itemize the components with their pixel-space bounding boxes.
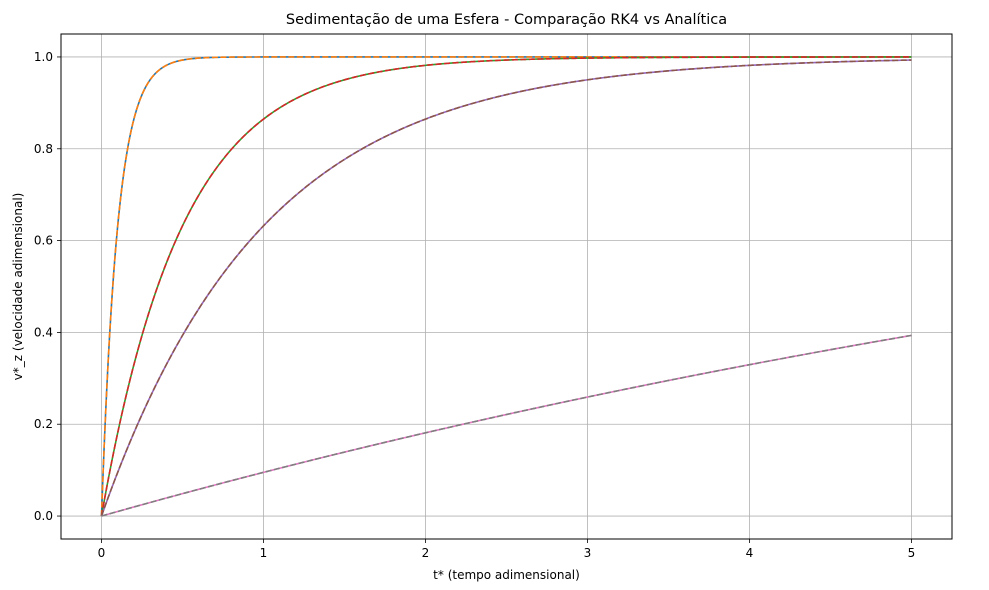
y-tick-label: 1.0 (34, 50, 53, 64)
chart-title: Sedimentação de uma Esfera - Comparação … (286, 12, 727, 28)
y-axis-label: v*_z (velocidade adimensional) (11, 193, 25, 381)
ticks: 0 1 2 3 4 5 0.0 0.2 0.4 0.6 0.8 1.0 (34, 50, 915, 560)
x-tick-label: 2 (422, 546, 430, 560)
y-tick-label: 0.4 (34, 325, 53, 339)
y-tick-label: 0.8 (34, 142, 53, 156)
x-axis-label: t* (tempo adimensional) (433, 568, 580, 582)
series-group (100, 56, 912, 517)
plot-frame (60, 33, 953, 540)
y-tick-label: 0.0 (34, 509, 53, 523)
x-tick-label: 4 (746, 546, 754, 560)
series-line-3 (100, 56, 912, 517)
series-line-7 (101, 334, 912, 517)
x-tick-label: 1 (260, 546, 268, 560)
x-tick-label: 5 (908, 546, 916, 560)
series-line-5 (100, 59, 912, 517)
x-tick-label: 0 (98, 546, 106, 560)
x-tick-label: 3 (584, 546, 592, 560)
y-tick-label: 0.6 (34, 234, 53, 248)
y-tick-label: 0.2 (34, 417, 53, 431)
